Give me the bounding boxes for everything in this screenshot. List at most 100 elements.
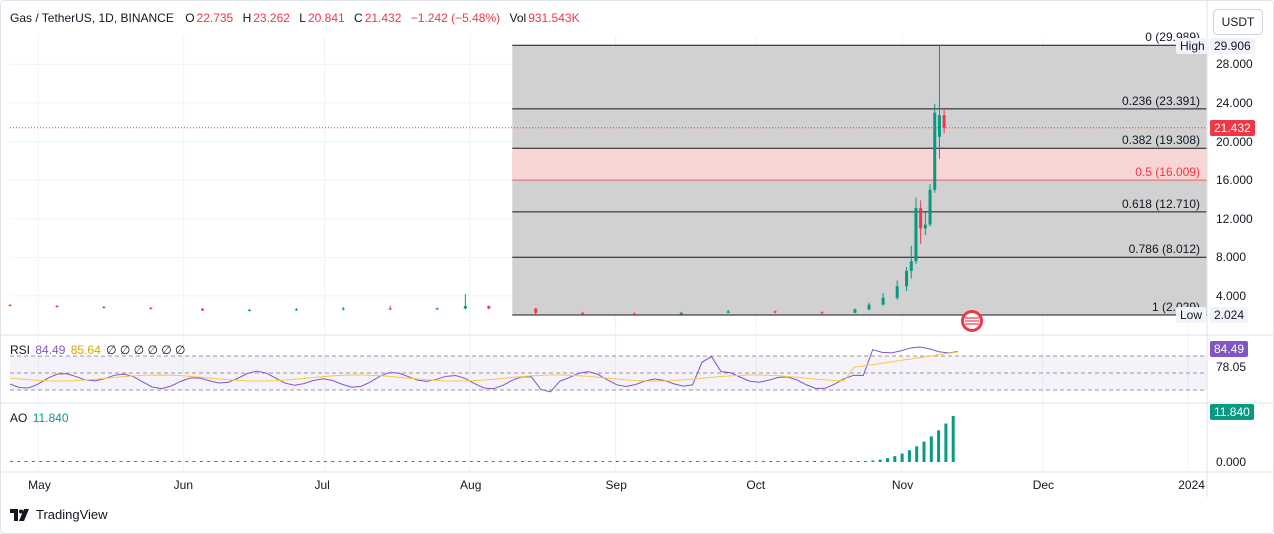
ao-bar (112, 461, 116, 462)
ao-bar (229, 461, 232, 462)
candle (534, 307, 538, 315)
price-tick-label: 24.000 (1216, 95, 1253, 110)
price-tick-label: 16.000 (1216, 173, 1253, 188)
fib-level-label: 0.236 (23.391) (1122, 94, 1200, 108)
candle-body (581, 312, 585, 314)
candle (388, 305, 392, 310)
candle (294, 307, 298, 311)
candle-body (341, 308, 345, 310)
close-label: C (354, 11, 363, 25)
ao-bar (871, 460, 875, 462)
ao-bar (688, 461, 692, 462)
volume-value: 931.543K (528, 11, 580, 25)
ao-bar (331, 461, 335, 462)
candle (55, 305, 59, 308)
symbol-title[interactable]: Gas / TetherUS, 1D, BINANCE (10, 11, 174, 25)
candle-body (435, 308, 439, 310)
fib-level-label: 0.618 (12.710) (1122, 197, 1200, 211)
rsi-label[interactable]: RSI (10, 343, 31, 357)
ao-bar (747, 461, 751, 462)
ao-bar (798, 461, 802, 462)
ao-bar (141, 461, 145, 462)
ao-bar (287, 461, 291, 462)
ao-bar (849, 461, 853, 462)
candle-body (726, 311, 730, 313)
ao-bar (667, 461, 670, 462)
high-label: H (242, 11, 252, 25)
ao-bar (645, 461, 649, 462)
ao-bar (353, 461, 357, 462)
candle-body (905, 270, 909, 287)
candle (773, 310, 777, 314)
ao-bar (601, 461, 605, 462)
ao-bar (68, 461, 72, 462)
candle (881, 293, 885, 306)
high-marker-value: 29.906 (1210, 38, 1255, 54)
ao-bar (776, 461, 780, 462)
ao-bar (659, 461, 663, 462)
ao-bar (440, 461, 444, 462)
ao-bar (579, 461, 583, 462)
ao-bar (192, 461, 196, 462)
ao-bar (674, 461, 678, 462)
candle-body (294, 309, 298, 311)
tradingview-logo[interactable]: TradingView (10, 507, 108, 522)
ao-bar (813, 461, 816, 462)
ao-bar (46, 461, 50, 462)
ao-bar (864, 460, 868, 462)
candle-body (102, 307, 106, 309)
ao-bar (104, 461, 108, 462)
ao-bar (411, 461, 415, 462)
ao-bar (404, 461, 408, 462)
candle (247, 308, 251, 312)
rsi-ma-line (9, 351, 959, 382)
ao-bar (221, 461, 225, 462)
ao-bar (696, 461, 700, 462)
ao-bar (396, 461, 400, 462)
ao-bar (17, 461, 21, 462)
candle-body (933, 112, 937, 190)
ao-bar (506, 461, 510, 462)
ao-bar (53, 461, 57, 462)
time-tick-label: Jul (314, 478, 330, 492)
ao-bar (97, 461, 101, 462)
ao-bar (499, 461, 503, 462)
candle (933, 103, 937, 193)
time-tick-label: Oct (746, 478, 766, 492)
ao-bar (382, 461, 386, 462)
us-flag-icon[interactable] (961, 310, 983, 332)
ao-bar (360, 461, 364, 462)
ao-bar (834, 461, 838, 462)
ao-bar (462, 461, 466, 462)
candle (581, 311, 585, 315)
ao-bar (681, 461, 685, 462)
candle (149, 307, 153, 310)
ao-bar (265, 461, 269, 462)
candle (487, 305, 491, 310)
ao-axis-zero: 0.000 (1216, 455, 1247, 469)
ao-bar (769, 461, 773, 462)
ao-bar (535, 461, 539, 462)
low-label: L (299, 11, 306, 25)
ao-label[interactable]: AO (10, 411, 28, 425)
ao-bar (623, 461, 627, 462)
candle-body (923, 224, 927, 229)
currency-button[interactable]: USDT (1213, 9, 1263, 35)
candle-body (8, 305, 12, 307)
ao-bar (258, 461, 262, 462)
close-value: 21.432 (364, 11, 402, 25)
candle (914, 197, 918, 265)
ao-bar (842, 461, 846, 462)
ao-bar (703, 461, 707, 462)
ao-value: 11.840 (32, 411, 69, 425)
ao-bar (491, 461, 495, 462)
ao-bar (455, 461, 459, 462)
fib-zone-pink (512, 148, 1207, 181)
ao-bar (375, 461, 378, 462)
ao-bar (433, 461, 437, 462)
ao-bar (915, 446, 919, 462)
candle-body (895, 286, 899, 298)
candle-body (247, 309, 251, 311)
ao-bar (134, 461, 138, 462)
